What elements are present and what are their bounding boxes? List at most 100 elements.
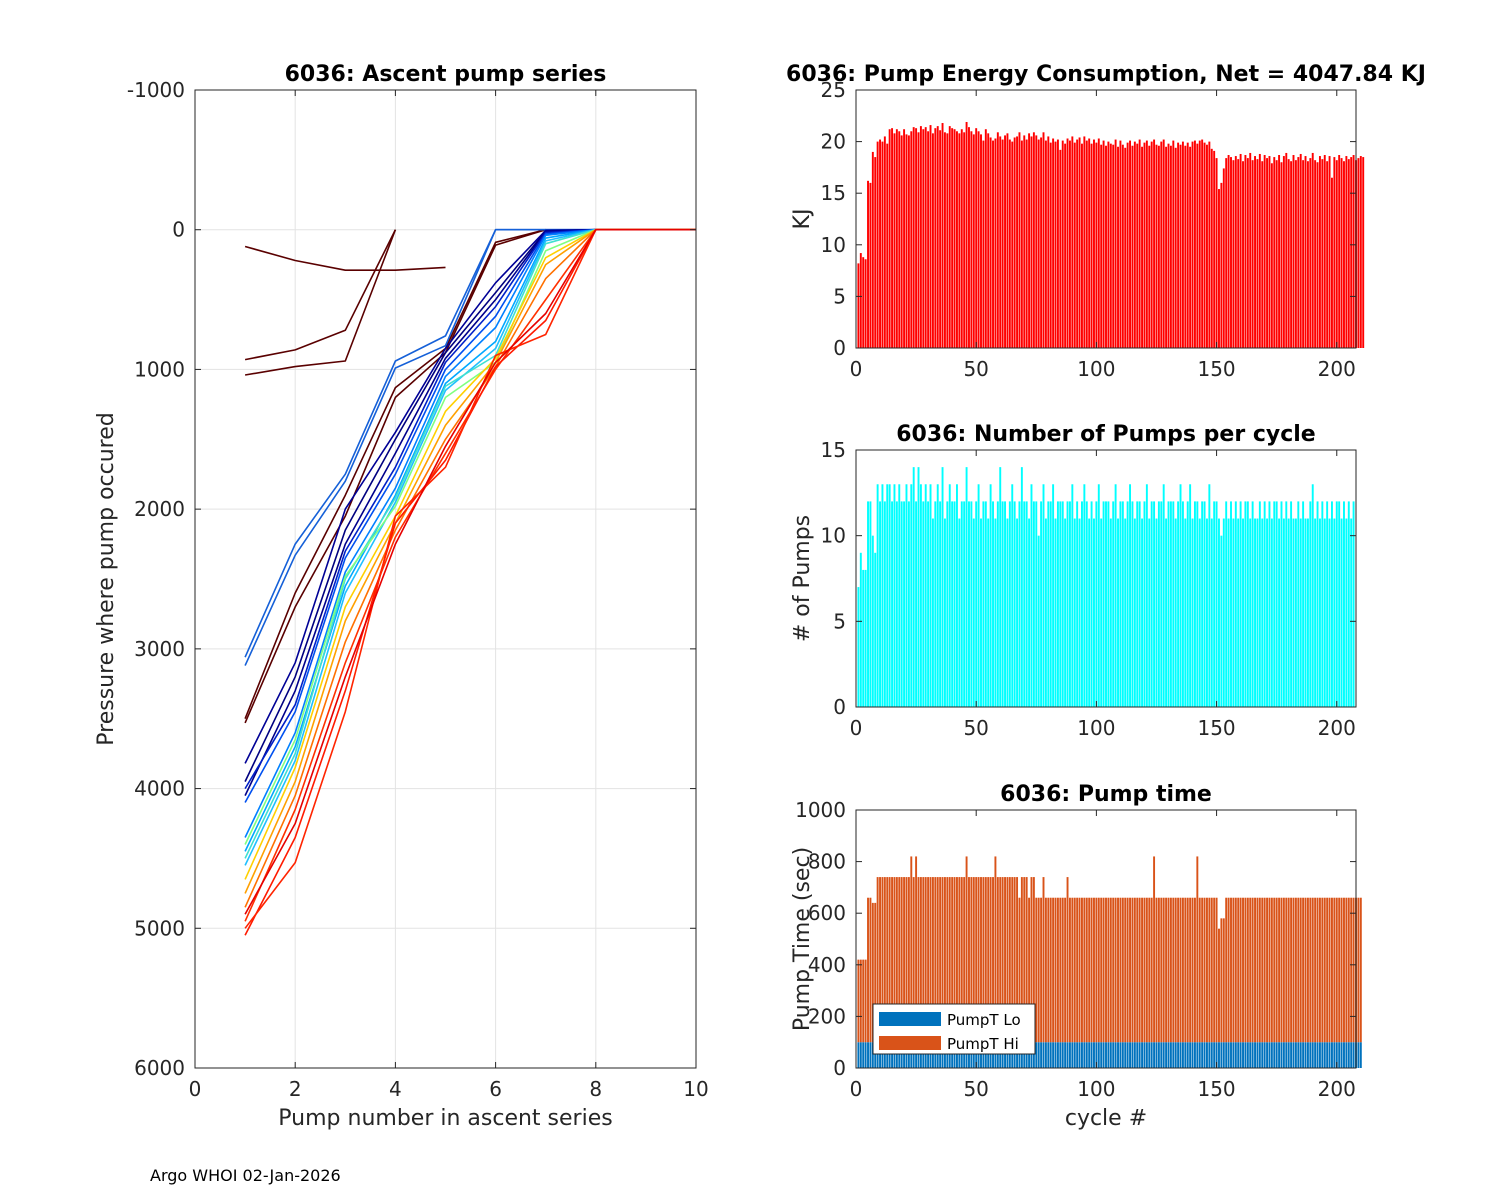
axes-frame-0 xyxy=(194,89,697,1069)
bar-pumpt-lo-187 xyxy=(1304,1042,1307,1068)
bar-cycle-136 xyxy=(1181,141,1184,348)
bar-cycle-85 xyxy=(1059,501,1062,707)
bar-pumpt-lo-178 xyxy=(1282,1042,1285,1068)
bar-pumpt-hi-15 xyxy=(891,877,894,1043)
bar-cycle-88 xyxy=(1066,138,1069,348)
bar-pumpt-hi-10 xyxy=(879,877,881,1043)
bar-pumpt-lo-131 xyxy=(1169,1042,1172,1068)
bar-pumpt-lo-111 xyxy=(1121,1042,1124,1068)
bar-pumpt-hi-42 xyxy=(956,877,958,1043)
bar-cycle-135 xyxy=(1179,144,1182,348)
bar-pumpt-lo-201 xyxy=(1338,1042,1341,1068)
bar-cycle-87 xyxy=(1064,143,1067,348)
bar-pumpt-hi-166 xyxy=(1254,897,1256,1043)
bar-cycle-44 xyxy=(960,129,963,348)
series-line-red-d xyxy=(244,228,696,915)
bar-cycle-62 xyxy=(1004,135,1006,348)
bar-pumpt-hi-83 xyxy=(1054,897,1057,1043)
bar-pumpt-lo-51 xyxy=(977,1042,980,1068)
bar-cycle-170 xyxy=(1263,501,1266,707)
bar-pumpt-lo-1 xyxy=(857,1042,860,1068)
bar-pumpt-lo-74 xyxy=(1032,1042,1035,1068)
bar-cycle-87 xyxy=(1064,518,1067,707)
series-line-blue-b xyxy=(244,228,596,666)
bar-cycle-199 xyxy=(1333,518,1336,707)
bar-cycle-144 xyxy=(1201,501,1204,707)
bar-pumpt-hi-14 xyxy=(888,877,891,1043)
bar-pumpt-lo-61 xyxy=(1001,1042,1004,1068)
bar-cycle-33 xyxy=(934,501,937,707)
bar-pumpt-lo-125 xyxy=(1155,1042,1158,1068)
bar-pumpt-lo-168 xyxy=(1258,1042,1261,1068)
bar-cycle-71 xyxy=(1025,501,1028,707)
bar-pumpt-hi-110 xyxy=(1119,897,1122,1043)
bar-cycle-69 xyxy=(1020,467,1023,707)
bar-cycle-53 xyxy=(982,501,985,707)
bar-cycle-156 xyxy=(1230,157,1232,348)
bar-pumpt-lo-10 xyxy=(879,1042,881,1068)
bar-pumpt-lo-19 xyxy=(900,1042,903,1068)
y-tick-label-0-3: 2000 xyxy=(134,497,185,521)
bar-pumpt-hi-184 xyxy=(1297,897,1300,1043)
bar-cycle-76 xyxy=(1037,535,1040,707)
bar-pumpt-hi-91 xyxy=(1073,897,1076,1043)
bar-cycle-12 xyxy=(883,501,886,707)
bar-pumpt-hi-210 xyxy=(1359,897,1362,1043)
bar-cycle-143 xyxy=(1198,518,1201,707)
bar-cycle-120 xyxy=(1143,142,1146,348)
bar-pumpt-lo-157 xyxy=(1232,1042,1235,1068)
bar-cycle-126 xyxy=(1157,501,1160,707)
bar-pumpt-lo-133 xyxy=(1174,1042,1177,1068)
bar-pumpt-lo-160 xyxy=(1239,1042,1242,1068)
bar-cycle-137 xyxy=(1184,518,1187,707)
bar-cycle-101 xyxy=(1097,138,1100,348)
bar-cycle-200 xyxy=(1335,501,1338,707)
bar-cycle-4 xyxy=(864,259,867,348)
bar-pumpt-lo-2 xyxy=(859,1042,862,1068)
bar-pumpt-hi-140 xyxy=(1191,897,1194,1043)
bar-cycle-196 xyxy=(1326,161,1329,348)
bar-cycle-183 xyxy=(1294,518,1297,707)
bar-pumpt-hi-74 xyxy=(1032,877,1035,1043)
bar-pumpt-hi-105 xyxy=(1107,897,1110,1043)
bar-cycle-36 xyxy=(941,467,944,707)
bar-cycle-182 xyxy=(1292,518,1295,707)
bar-pumpt-lo-181 xyxy=(1290,1042,1293,1068)
bar-cycle-48 xyxy=(970,131,973,348)
bar-cycle-20 xyxy=(903,129,906,348)
bar-cycle-128 xyxy=(1162,139,1165,348)
bar-cycle-84 xyxy=(1056,139,1059,348)
bar-cycle-63 xyxy=(1006,133,1009,348)
bar-pumpt-lo-175 xyxy=(1275,1042,1278,1068)
bar-pumpt-hi-125 xyxy=(1155,897,1158,1043)
bar-cycle-110 xyxy=(1119,140,1122,348)
bar-cycle-80 xyxy=(1047,136,1050,348)
bar-cycle-143 xyxy=(1198,140,1201,348)
y-tick-label-0-7: 6000 xyxy=(134,1056,185,1080)
bar-cycle-104 xyxy=(1105,145,1107,348)
bar-pumpt-hi-13 xyxy=(886,877,889,1043)
bar-pumpt-lo-207 xyxy=(1352,1042,1355,1068)
bar-pumpt-hi-206 xyxy=(1350,897,1353,1043)
bar-pumpt-lo-192 xyxy=(1316,1042,1319,1068)
bar-cycle-123 xyxy=(1150,141,1153,348)
bar-cycle-58 xyxy=(994,518,997,707)
bar-pumpt-hi-1 xyxy=(857,959,860,1043)
bar-cycle-84 xyxy=(1056,501,1059,707)
bar-pumpt-hi-141 xyxy=(1193,897,1196,1043)
bar-cycle-78 xyxy=(1042,484,1045,707)
bar-cycle-195 xyxy=(1323,518,1326,707)
bar-pumpt-lo-176 xyxy=(1278,1042,1281,1068)
y-tick-label-1-5: 25 xyxy=(821,78,846,102)
bar-cycle-122 xyxy=(1148,518,1151,707)
bar-pumpt-lo-197 xyxy=(1328,1042,1331,1068)
bar-cycle-116 xyxy=(1133,518,1136,707)
bar-cycle-36 xyxy=(941,123,944,349)
bar-cycle-11 xyxy=(881,484,884,707)
bar-pumpt-lo-66 xyxy=(1013,1042,1016,1068)
bar-pumpt-hi-18 xyxy=(898,877,901,1043)
bar-cycle-80 xyxy=(1047,501,1050,707)
bar-cycle-46 xyxy=(965,121,968,349)
bar-cycle-50 xyxy=(975,128,978,348)
bar-cycle-59 xyxy=(996,501,999,707)
